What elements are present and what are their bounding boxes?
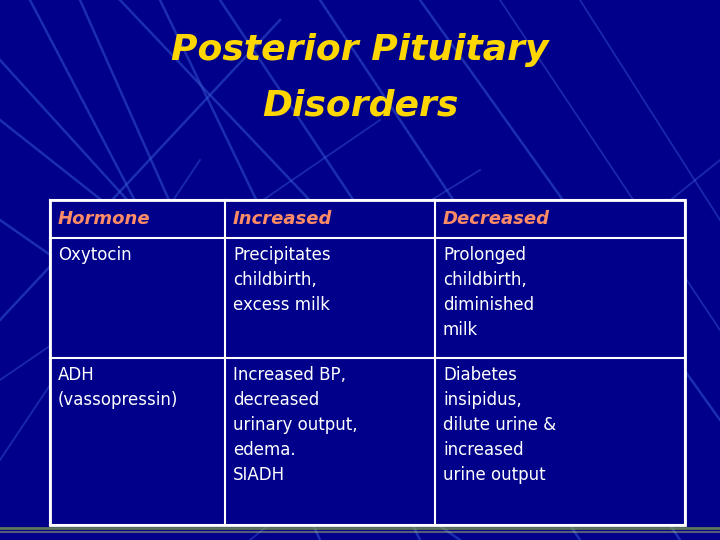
Text: Oxytocin: Oxytocin (58, 246, 132, 264)
Text: ADH
(vassopressin): ADH (vassopressin) (58, 366, 179, 409)
Text: Hormone: Hormone (58, 210, 150, 228)
Text: Prolonged
childbirth,
diminished
milk: Prolonged childbirth, diminished milk (443, 246, 534, 339)
Text: Precipitates
childbirth,
excess milk: Precipitates childbirth, excess milk (233, 246, 330, 314)
Text: Decreased: Decreased (443, 210, 550, 228)
Text: Increased BP,
decreased
urinary output,
edema.
SIADH: Increased BP, decreased urinary output, … (233, 366, 358, 484)
Text: Disorders: Disorders (262, 88, 458, 122)
Text: Increased: Increased (233, 210, 333, 228)
Bar (50, 200, 685, 525)
Text: Diabetes
insipidus,
dilute urine &
increased
urine output: Diabetes insipidus, dilute urine & incre… (443, 366, 556, 484)
Text: Posterior Pituitary: Posterior Pituitary (171, 33, 549, 67)
